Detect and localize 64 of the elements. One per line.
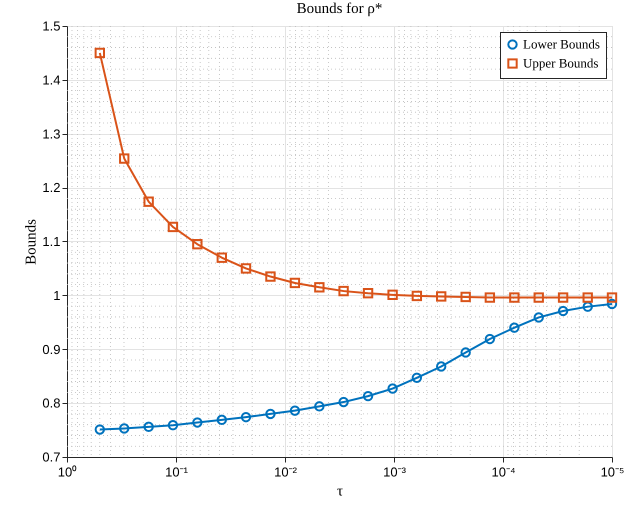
point [534, 312, 544, 323]
point [290, 278, 300, 288]
point [436, 361, 446, 372]
point [192, 417, 203, 428]
x-tick-label: 10⁰ [58, 464, 78, 480]
point [192, 239, 203, 250]
point [314, 282, 325, 292]
point [558, 292, 568, 303]
point [240, 263, 252, 274]
y-axis-title: Bounds [23, 218, 40, 265]
point [412, 372, 422, 383]
point [436, 291, 446, 302]
point [119, 153, 130, 164]
point [290, 405, 300, 416]
x-tick-label: 10⁻⁴ [491, 464, 516, 480]
point [534, 292, 544, 303]
point [582, 292, 593, 303]
point [509, 292, 520, 303]
point [314, 401, 325, 412]
point [94, 424, 105, 435]
point [582, 302, 593, 312]
y-tick-label: 1.4 [42, 72, 60, 88]
x-axis-title: τ [336, 484, 344, 500]
y-tick-label: 1.3 [42, 126, 60, 142]
point [168, 222, 178, 232]
point [387, 383, 398, 394]
point [240, 412, 252, 422]
point [119, 423, 130, 434]
point [362, 288, 374, 298]
point [265, 271, 276, 282]
point [216, 252, 227, 263]
x-tick-label: 10⁻² [274, 464, 298, 480]
point [484, 334, 496, 344]
point [558, 306, 568, 316]
point [265, 408, 276, 420]
y-tick-label: 0.9 [42, 342, 60, 357]
point [387, 290, 398, 300]
point [484, 292, 496, 303]
point [460, 292, 471, 302]
point [216, 414, 227, 425]
point [94, 48, 105, 58]
y-tick-label: 0.8 [42, 396, 60, 411]
point [338, 286, 349, 296]
point [509, 322, 520, 333]
x-tick-label: 10⁻⁵ [600, 464, 624, 480]
point [143, 422, 154, 432]
y-tick-label: 1.2 [42, 180, 60, 196]
point [412, 290, 422, 302]
point [606, 292, 618, 303]
point [606, 298, 618, 310]
point [338, 396, 349, 408]
chart-title: Bounds for ρ* [296, 1, 382, 17]
legend-label: Upper Bounds [523, 56, 598, 70]
x-tick-label: 10⁻³ [383, 464, 407, 480]
x-tick-label: 10⁻¹ [165, 464, 189, 480]
y-tick-label: 1.1 [42, 234, 60, 249]
legend-label: Lower Bounds [523, 36, 600, 52]
y-tick-label: 0.7 [42, 450, 60, 464]
y-tick-label: 1.5 [42, 18, 60, 34]
point [168, 420, 178, 430]
y-tick-label: 1 [53, 288, 60, 303]
point [362, 390, 374, 402]
point [143, 196, 154, 207]
point [460, 347, 471, 358]
